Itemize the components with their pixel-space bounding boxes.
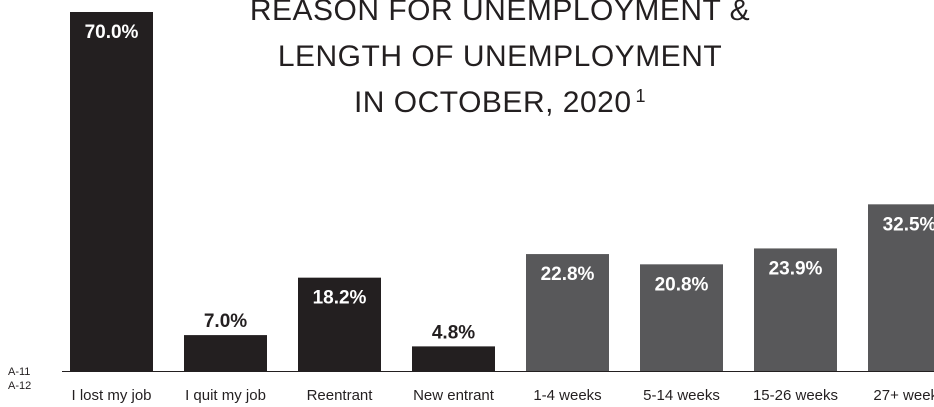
category-label-2: I quit my job [185,387,266,404]
value-label-8: 32.5% [883,214,934,235]
value-label-4: 4.8% [432,322,475,343]
category-label-3: Reentrant [307,387,374,404]
chart-title-text: IN OCTOBER, 2020 [353,86,632,119]
category-label-6: 5-14 weeks [643,387,720,404]
bar-1 [70,12,153,371]
value-label-6: 20.8% [655,274,709,295]
footnote-marker: 1 [635,86,647,106]
category-label-8: 27+ weeks [873,387,934,404]
category-label-5: 1-4 weeks [533,387,601,404]
bar-7 [754,248,837,371]
bar-2 [184,335,267,371]
chart-title-line-2: LENGTH OF UNEMPLOYMENT [277,40,723,73]
bar-5 [526,254,609,371]
value-labels-group: 70.0% 7.0% 18.2% 4.8% 22.8% 20.8% 23.9% 32.5% [85,22,934,343]
bars-group [70,12,934,371]
category-labels-group: I lost my job I quit my job Reentrant New e… [71,387,934,404]
value-label-5: 22.8% [541,264,595,285]
bar-4 [412,346,495,371]
value-label-1: 70.0% [85,22,139,43]
chart-title-line-3: IN OCTOBER, 2020 1 [200,86,800,120]
bar-6 [640,264,723,371]
bar-3 [298,277,381,371]
category-label-1: I lost my job [71,387,151,404]
source-code-a11: A-11 [8,366,31,378]
source-code-a12: A-12 [8,380,32,392]
bar-8 [868,204,934,371]
category-label-7: 15-26 weeks [753,387,838,404]
category-label-4: New entrant [413,387,495,404]
chart-title-line-1: REASON FOR UNEMPLOYMENT & [249,0,751,27]
value-label-2: 7.0% [204,311,247,332]
value-label-7: 23.9% [769,258,823,279]
value-label-3: 18.2% [313,288,367,309]
